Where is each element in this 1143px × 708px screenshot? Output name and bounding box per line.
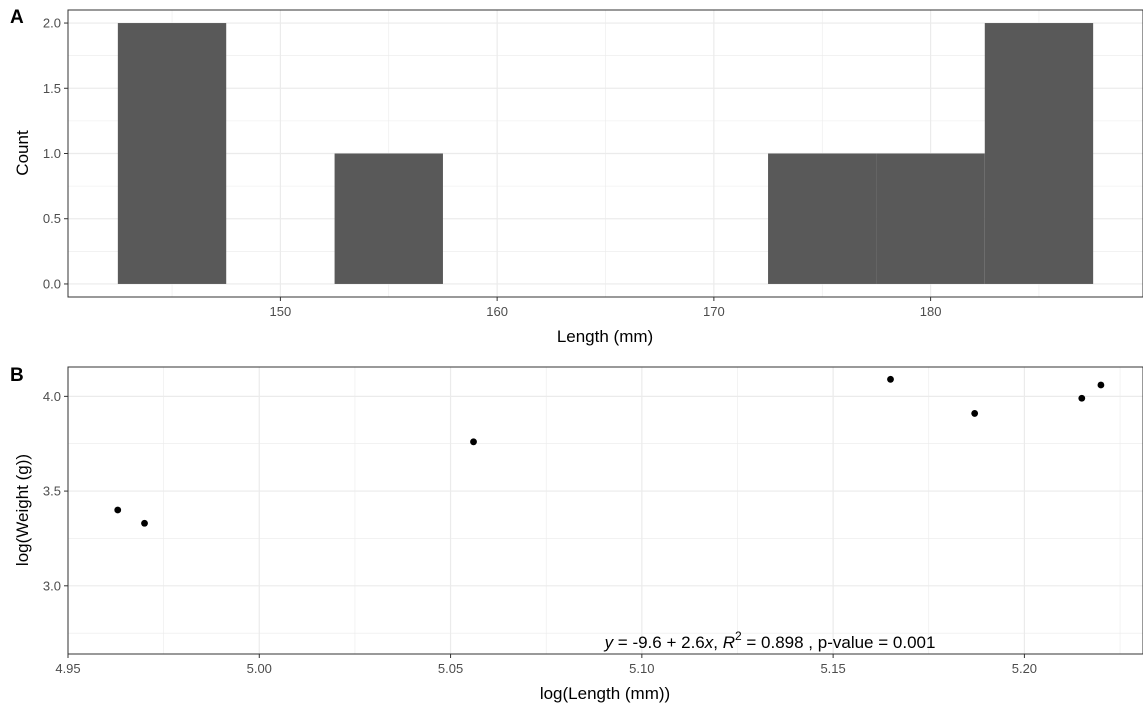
panel-a-tag: A xyxy=(10,7,24,28)
histogram-x-tick-label: 150 xyxy=(270,304,292,319)
scatter-x-tick-label: 5.05 xyxy=(438,661,463,676)
annotation-r2-sup: 2 xyxy=(735,629,742,643)
histogram-x-axis-title: Length (mm) xyxy=(557,327,653,346)
scatter-point xyxy=(971,410,979,417)
scatter-x-tick-label: 5.10 xyxy=(629,661,654,676)
histogram-y-tick-label: 1.0 xyxy=(43,146,61,161)
scatter-x-tick-label: 5.15 xyxy=(820,661,845,676)
scatter-point xyxy=(141,519,148,527)
panel-b-tag: B xyxy=(10,365,24,386)
annotation-eq-sign: = xyxy=(613,633,632,652)
scatter-point xyxy=(470,438,477,446)
scatter-points xyxy=(114,375,1105,527)
scatter-y-tick-label: 3.5 xyxy=(43,484,61,499)
histogram-x-tick-label: 160 xyxy=(486,304,508,319)
scatter-panel-background xyxy=(68,367,1143,654)
regression-annotation: y = -9.6 + 2.6x, R2 = 0.898 , p-value = … xyxy=(604,629,936,652)
histogram-y-tick-label: 2.0 xyxy=(43,16,61,31)
scatter-gridlines xyxy=(67,367,1143,654)
scatter-y-tick-label: 3.0 xyxy=(43,578,61,593)
annotation-y-var: y xyxy=(604,633,615,652)
histogram-gridlines xyxy=(68,10,1143,297)
annotation-x-var: x xyxy=(704,633,714,652)
scatter-x-axis-title: log(Length (mm)) xyxy=(540,684,670,703)
histogram-y-axis-title: Count xyxy=(13,130,32,176)
scatter-x-tick-label: 5.20 xyxy=(1012,661,1037,676)
histogram-x-axis: 150 160 170 180 xyxy=(270,297,942,319)
panel-a: A 150 160 170 180 0.0 0.5 1.0 1.5 2.0 Length (m… xyxy=(10,7,1143,346)
scatter-point xyxy=(114,506,122,514)
scatter-y-axis: 3.0 3.5 4.0 xyxy=(43,389,68,593)
histogram-plot-area xyxy=(67,9,1143,298)
histogram-y-tick-label: 1.5 xyxy=(43,81,61,96)
annotation-r2-prefix: , xyxy=(713,633,722,652)
annotation-slope: 2.6 xyxy=(681,633,705,652)
scatter-point xyxy=(887,375,894,383)
histogram-y-axis: 0.0 0.5 1.0 1.5 2.0 xyxy=(43,16,68,291)
histogram-bar xyxy=(334,153,443,284)
histogram-bars xyxy=(117,23,1094,284)
scatter-y-tick-label: 4.0 xyxy=(43,389,61,404)
histogram-y-tick-label: 0.5 xyxy=(43,211,61,226)
scatter-plot-area: y = -9.6 + 2.6x, R2 = 0.898 , p-value = … xyxy=(67,366,1143,655)
histogram-bar xyxy=(876,153,985,284)
scatter-x-tick-label: 4.95 xyxy=(55,661,80,676)
histogram-y-tick-label: 0.0 xyxy=(43,276,61,291)
histogram-bar xyxy=(768,153,877,284)
scatter-x-tick-label: 5.00 xyxy=(247,661,272,676)
annotation-intercept: -9.6 xyxy=(632,633,661,652)
histogram-bar xyxy=(117,23,227,284)
histogram-x-tick-label: 170 xyxy=(703,304,725,319)
scatter-panel-border xyxy=(67,366,1143,655)
panel-b: B y = -9.6 + 2.6x, R2 = 0.898 , p-value … xyxy=(10,365,1143,703)
scatter-x-axis: 4.95 5.00 5.05 5.10 5.15 5.20 xyxy=(55,654,1037,676)
annotation-plus: + xyxy=(662,633,681,652)
scatter-point xyxy=(1097,381,1105,389)
histogram-x-tick-label: 180 xyxy=(920,304,942,319)
scatter-y-axis-title: log(Weight (g)) xyxy=(13,454,32,566)
annotation-r2-var: R xyxy=(723,633,735,652)
scatter-point xyxy=(1078,394,1086,402)
histogram-bar xyxy=(984,23,1094,284)
annotation-r2-value: = 0.898 , p-value = 0.001 xyxy=(742,633,936,652)
